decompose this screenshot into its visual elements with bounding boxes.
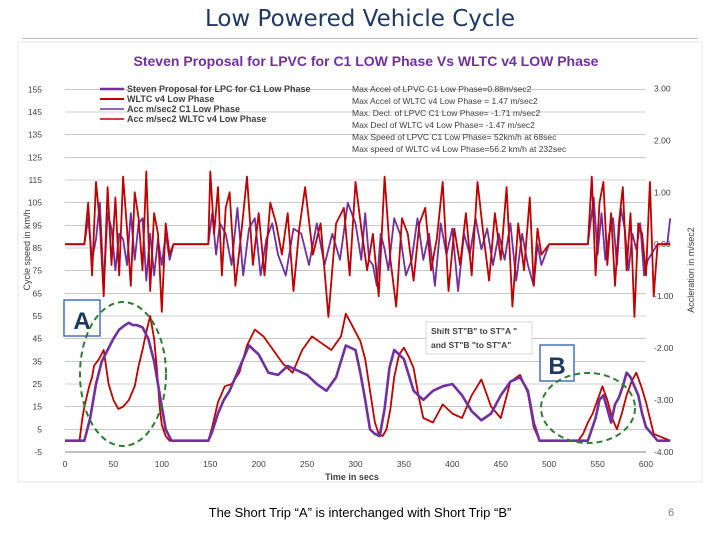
plot-area-border: [17, 41, 703, 483]
y-axis-ticks: -5 5 15 25 35 45 55 65 75 85 95 105 115 125 135 145 155: [28, 84, 42, 457]
y-tick-label: 55: [33, 311, 43, 321]
y-tick-label: 105: [28, 198, 42, 208]
y-tick-label: 95: [33, 220, 43, 230]
y-axis-label: Cycle speed in km/h: [22, 209, 32, 290]
chart-title: Steven Proposal for LPVC for C1 LOW Phas…: [134, 53, 599, 69]
annotation-a: A: [63, 299, 101, 337]
shift-note-line1: Shift ST"B" to ST"A ": [431, 326, 517, 336]
legend-label-acc-wltc: Acc m/sec2 WLTC v4 Low Phase: [127, 114, 266, 124]
y2-tick-label: -2.00: [654, 343, 674, 353]
y2-tick-label: 2.00: [654, 135, 671, 145]
y-tick-label: 45: [33, 334, 43, 344]
stat-line: Max Speed of LPVC C1 Low Phase= 52km/h a…: [352, 132, 557, 142]
legend-label-wltc: WLTC v4 Low Phase: [127, 94, 214, 104]
x-tick-label: 550: [590, 459, 604, 469]
series-layer: [65, 170, 672, 443]
series-line-wltc-v4-low-phase: [65, 312, 671, 442]
stat-line: Max speed of WLTC v4 Low Phase=56.2 km/h…: [352, 144, 567, 154]
x-axis-label: Time in secs: [325, 472, 379, 482]
shift-note: Shift ST"B" to ST"A " and ST"B "to ST"A": [425, 321, 533, 355]
y-tick-label: 85: [33, 243, 43, 253]
x-tick-label: 500: [542, 459, 556, 469]
y-tick-label: 65: [33, 288, 43, 298]
y-tick-label: 115: [28, 175, 42, 185]
y-tick-label: -5: [34, 447, 42, 457]
stat-line: Max. Decl. of LPVC C1 Low Phase= -1.71 m…: [352, 108, 541, 118]
y2-axis-ticks: 3.002.001.000.00-1.00-2.00-3.00-4.00: [654, 83, 674, 457]
title-divider: [22, 38, 698, 39]
y-tick-label: 145: [28, 107, 42, 117]
highlight-ellipse-a: [79, 301, 167, 447]
stat-line: Max Decl of WLTC v4 Low Phase= -1.47 m/s…: [352, 120, 535, 130]
y-tick-label: 135: [28, 130, 42, 140]
y-tick-label: 125: [28, 152, 42, 162]
x-tick-label: 200: [252, 459, 266, 469]
shift-note-line2: and ST"B "to ST"A": [431, 340, 511, 350]
y2-axis-label: Accleration in m/sec2: [686, 227, 696, 313]
y2-tick-label: 1.00: [654, 187, 671, 197]
label-b: B: [548, 353, 565, 380]
legend: Steven Proposal for LPC for C1 Low Phase…: [100, 84, 311, 124]
grid-lines: [65, 89, 646, 453]
speed-accel-chart: Steven Proposal for LPVC for C1 LOW Phas…: [17, 41, 703, 483]
y2-tick-label: 3.00: [654, 83, 671, 93]
x-tick-label: 100: [155, 459, 169, 469]
slide-title: Low Powered Vehicle Cycle: [204, 6, 516, 32]
x-tick-label: 50: [109, 459, 119, 469]
stat-line: Max Accel of WLTC v4 Low Phase = 1.47 m/…: [352, 96, 538, 106]
stats-box: Max Accel of LPVC C1 Low Phase=0.88m/sec…: [352, 84, 567, 154]
x-tick-label: 150: [203, 459, 217, 469]
legend-label-acc-c1: Acc m/sec2 C1 Low Phase: [127, 104, 240, 114]
slide-caption: The Short Trip “A” is interchanged with …: [208, 505, 512, 520]
stat-line: Max Accel of LPVC C1 Low Phase=0.88m/sec…: [352, 84, 532, 94]
y2-tick-label: -1.00: [654, 291, 674, 301]
label-a: A: [73, 308, 90, 335]
x-tick-label: 350: [397, 459, 411, 469]
y2-tick-label: -3.00: [654, 395, 674, 405]
series-line-steven-proposal-for-lpc-for-c1-low-phase: [65, 321, 671, 443]
y-tick-label: 15: [33, 402, 43, 412]
highlight-ellipse-b: [540, 372, 636, 444]
x-tick-label: 600: [639, 459, 653, 469]
y-tick-label: 25: [33, 379, 43, 389]
x-tick-label: 250: [300, 459, 314, 469]
page-number: 6: [668, 507, 675, 519]
label-box-a: [63, 299, 101, 337]
series-line-acc-m-sec2-wltc-v4-low-phase: [65, 170, 671, 318]
y-tick-label: 5: [37, 424, 42, 434]
y2-tick-label: -4.00: [654, 447, 674, 457]
x-axis-ticks: 0 50 100 150 200 250 300 350 400 450 500 550 600: [63, 459, 654, 469]
y-tick-label: 155: [28, 84, 42, 94]
x-tick-label: 0: [63, 459, 68, 469]
x-tick-label: 450: [494, 459, 508, 469]
x-tick-label: 300: [348, 459, 362, 469]
legend-label-lpvc: Steven Proposal for LPC for C1 Low Phase: [127, 84, 311, 94]
series-line-acc-m-sec2-c1-low-phase: [65, 196, 672, 292]
y-tick-label: 35: [33, 356, 43, 366]
shift-note-box: [425, 321, 533, 355]
x-tick-label: 400: [445, 459, 459, 469]
y-tick-label: 75: [33, 266, 43, 276]
